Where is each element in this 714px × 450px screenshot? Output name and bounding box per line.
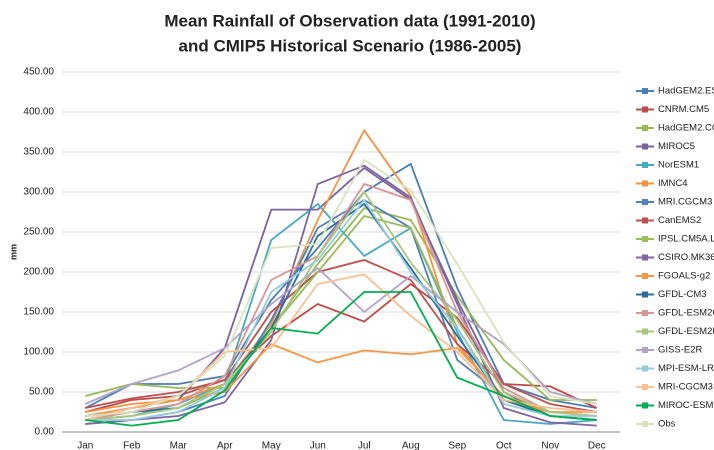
series-line [85,164,597,427]
series-line [85,190,597,421]
legend-label: FGOALS-g2 [658,271,710,282]
legend-label: HadGEM2.CC [658,123,714,134]
legend-marker [642,236,648,242]
legend-label: HadGEM2.ES [658,86,714,97]
legend-marker [642,402,648,409]
chart-title: Mean Rainfall of Observation data (1991-… [164,11,535,30]
legend-label: GFDL-ESM2G [658,308,714,319]
legend-label: Obs [658,419,676,430]
y-tick-label: 50.00 [29,387,54,398]
legend-label: MRI.CGCM3 [658,197,712,208]
legend-label: IMNC4 [658,178,688,189]
series-line [85,291,597,427]
y-tick-label: 0.00 [35,427,55,438]
legend-marker [642,180,648,187]
legend-label: GISS-E2R [658,345,702,356]
legend-marker [642,143,648,150]
y-tick-label: 450.00 [23,67,54,78]
x-tick-label: Nov [541,441,559,450]
legend-label: MRI-CGCM3 [658,382,713,393]
x-tick-label: Jan [77,441,93,450]
legend-label: CNRM.CM5 [658,104,709,115]
legend-label: CSIRO.MK360 [658,252,714,263]
series-line [85,198,597,421]
legend-label: MPI-ESM-LR [658,363,714,374]
series-line [85,166,597,421]
legend-label: CanEMS2 [658,215,701,226]
legend-marker [642,328,648,335]
series-line [85,158,597,417]
legend-marker [642,310,648,316]
legend-marker [642,88,648,94]
x-tick-label: Apr [217,441,233,450]
y-tick-label: 350.00 [23,147,54,158]
legend-marker [642,254,648,261]
legend-label: NorESM1 [658,160,699,171]
x-tick-label: Dec [588,441,606,450]
y-tick-label: 400.00 [23,107,54,118]
legend-marker [642,162,648,168]
legend-marker [642,421,648,427]
legend-marker [642,199,648,205]
y-tick-label: 100.00 [23,347,54,358]
legend-label: GFDL-CM3 [658,289,707,300]
legend-marker [642,217,648,224]
legend-label: GFDL-ESM2M [658,326,714,337]
x-tick-label: Jul [358,441,371,450]
x-tick-label: Jun [310,441,326,450]
chart-subtitle: and CMIP5 Historical Scenario (1986-2005… [179,36,522,55]
x-tick-label: Sep [448,441,466,450]
legend-marker [642,365,648,372]
legend-marker [642,291,648,298]
legend-marker [642,125,648,131]
y-tick-label: 150.00 [23,307,54,318]
y-tick-label: 250.00 [23,227,54,238]
x-tick-label: Feb [123,441,141,450]
series-line [85,128,597,413]
legend-marker [642,384,648,390]
x-tick-label: Mar [170,441,188,450]
x-tick-label: Aug [402,441,420,450]
series-line [85,182,597,421]
series-line [85,259,597,413]
legend-marker [642,106,648,113]
series-line [85,206,597,401]
series-line [85,282,598,413]
y-tick-label: 300.00 [23,187,54,198]
x-tick-label: May [262,441,281,450]
legend-marker [642,273,648,279]
legend-label: MIROC5 [658,141,695,152]
x-tick-label: Oct [496,441,512,450]
legend-label: IPSL.CM5A.LR [658,234,714,245]
legend-marker [642,347,648,353]
y-tick-label: 200.00 [23,267,54,278]
legend-label: MIROC-ESM [658,400,714,411]
y-axis-label: mm [8,244,18,260]
